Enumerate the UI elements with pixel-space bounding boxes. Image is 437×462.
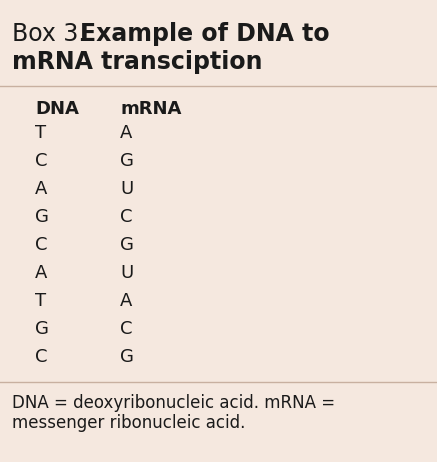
Text: G: G	[120, 348, 134, 366]
Text: C: C	[120, 320, 132, 338]
Text: U: U	[120, 180, 133, 198]
Text: messenger ribonucleic acid.: messenger ribonucleic acid.	[12, 414, 245, 432]
Text: A: A	[35, 180, 47, 198]
Text: C: C	[35, 348, 48, 366]
Text: C: C	[35, 152, 48, 170]
Text: G: G	[35, 320, 49, 338]
Text: mRNA transciption: mRNA transciption	[12, 50, 263, 74]
Text: T: T	[35, 124, 46, 142]
Text: A: A	[120, 292, 132, 310]
Text: Example of DNA to: Example of DNA to	[80, 22, 329, 46]
Text: DNA = deoxyribonucleic acid. mRNA =: DNA = deoxyribonucleic acid. mRNA =	[12, 394, 335, 412]
Text: A: A	[35, 264, 47, 282]
Text: C: C	[120, 208, 132, 226]
Text: C: C	[35, 236, 48, 254]
Text: G: G	[120, 236, 134, 254]
Text: mRNA: mRNA	[120, 100, 181, 118]
Text: G: G	[120, 152, 134, 170]
Text: G: G	[35, 208, 49, 226]
Text: T: T	[35, 292, 46, 310]
Text: DNA: DNA	[35, 100, 79, 118]
Text: A: A	[120, 124, 132, 142]
Text: Box 3.: Box 3.	[12, 22, 93, 46]
Text: U: U	[120, 264, 133, 282]
